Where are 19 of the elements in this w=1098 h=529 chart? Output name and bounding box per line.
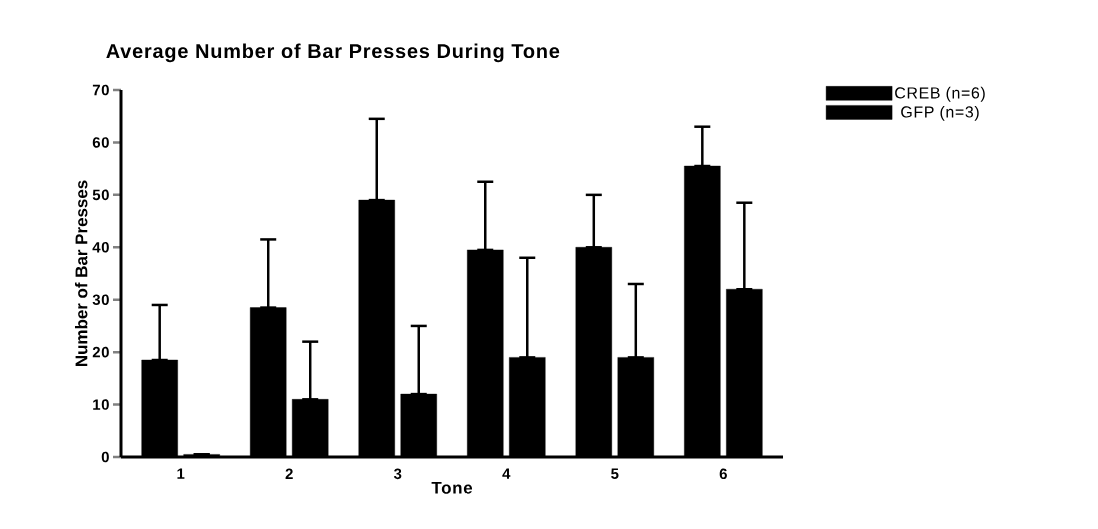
x-tick-label: 6 xyxy=(719,468,727,480)
y-tick-label: 70 xyxy=(92,84,109,96)
y-tick-label: 60 xyxy=(92,137,109,148)
y-tick-label: 10 xyxy=(93,399,109,410)
x-axis-title: Tone xyxy=(431,481,473,494)
x-tick-label: 5 xyxy=(611,468,619,479)
y-tick-label: 0 xyxy=(101,451,109,463)
x-tick-label: 2 xyxy=(285,468,293,479)
y-tick-label: 40 xyxy=(92,241,109,253)
x-tick-label: 3 xyxy=(393,468,402,480)
x-tick-label: 4 xyxy=(502,468,511,479)
y-tick-label: 50 xyxy=(92,189,109,201)
x-tick-label: 1 xyxy=(177,468,185,479)
legend-label: CREB (n=6) xyxy=(895,86,985,102)
legend-label: GFP (n=3) xyxy=(901,105,979,121)
chart-title: Average Number of Bar Presses During Tone xyxy=(106,43,560,63)
y-tick-label: 20 xyxy=(92,346,109,358)
y-tick-label: 30 xyxy=(92,294,109,306)
y-axis-title: Number of Bar Presses xyxy=(74,180,88,367)
